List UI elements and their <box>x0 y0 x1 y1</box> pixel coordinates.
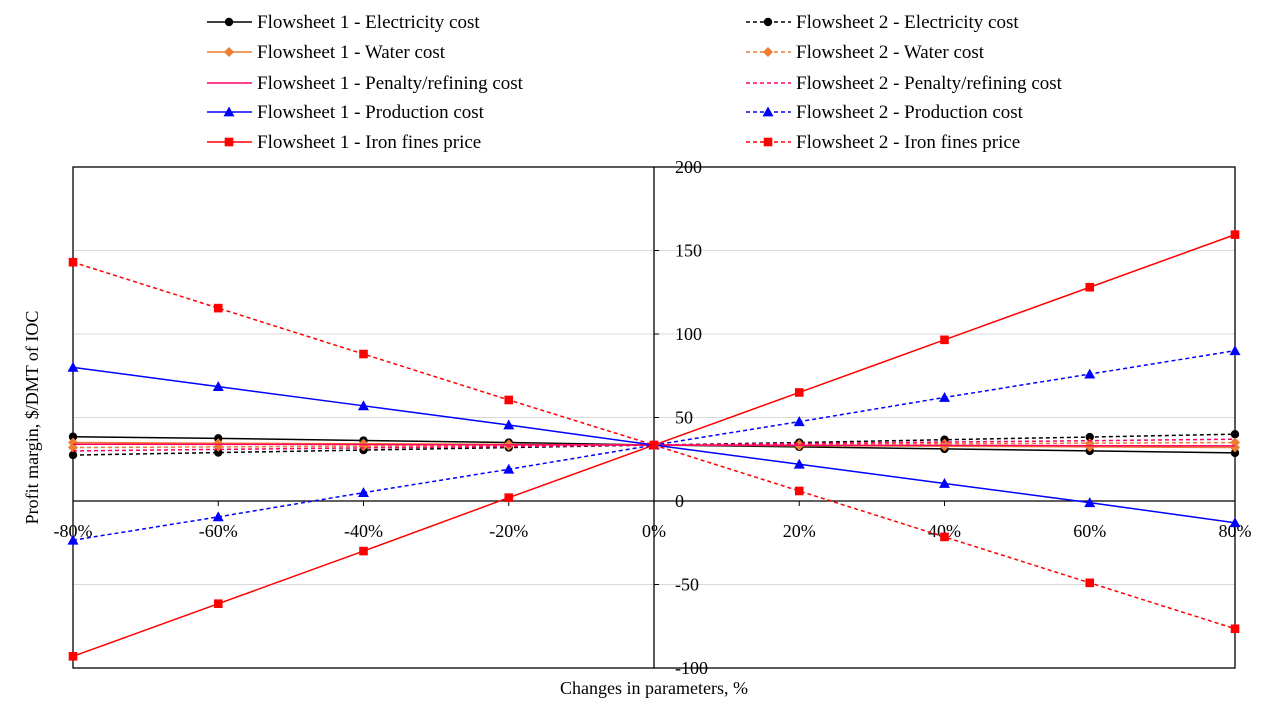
data-point-9-2 <box>359 349 368 359</box>
data-point-6-8 <box>1229 517 1241 528</box>
data-point-7-6 <box>939 391 950 402</box>
legend-label-5: Flowsheet 2 - Penalty/refining cost <box>796 73 1063 94</box>
data-point-8-1 <box>213 599 223 609</box>
data-point-3-6 <box>939 438 950 449</box>
data-point-3-2 <box>358 441 369 452</box>
data-point-3-3 <box>503 440 514 451</box>
x-tick-label-6: 40% <box>928 521 961 541</box>
data-point-9-1 <box>213 303 223 313</box>
data-point-8-7 <box>1085 282 1095 292</box>
x-tick-label-4: 0% <box>642 521 666 541</box>
y-axis-label: Profit margin, $/DMT of IOC <box>22 311 42 525</box>
y-tick-label-1: -50 <box>675 575 699 595</box>
y-tick-label-2: 0 <box>675 491 684 511</box>
legend-swatch-marker-3 <box>763 47 773 57</box>
legend-item-2: Flowsheet 1 - Water cost <box>207 42 446 63</box>
data-point-7-8 <box>1229 345 1241 356</box>
data-point-6-6 <box>939 477 950 488</box>
data-point-8-2 <box>359 546 368 556</box>
data-point-3-8 <box>1230 437 1240 448</box>
data-point-6-2 <box>358 400 369 411</box>
data-point-1-1 <box>214 448 223 457</box>
data-point-9-3 <box>504 395 514 405</box>
legend-swatch-marker-7 <box>762 106 774 117</box>
legend-label-8: Flowsheet 1 - Iron fines price <box>257 132 481 153</box>
data-point-8-8 <box>1230 230 1240 239</box>
x-tick-label-7: 60% <box>1073 521 1106 541</box>
data-point-2-0 <box>68 437 78 448</box>
legend-item-8: Flowsheet 1 - Iron fines price <box>207 132 481 153</box>
legend-label-9: Flowsheet 2 - Iron fines price <box>796 132 1020 153</box>
x-tick-label-8: 80% <box>1219 521 1252 541</box>
data-point-8-3 <box>504 493 514 502</box>
legend-swatch-marker-8 <box>224 137 234 147</box>
legend-label-6: Flowsheet 1 - Production cost <box>257 102 485 123</box>
data-point-1-0 <box>68 450 78 460</box>
data-point-6-5 <box>793 458 805 469</box>
x-tick-label-0: -80% <box>54 521 93 541</box>
data-point-9-4 <box>649 440 659 450</box>
legend-item-5: Flowsheet 2 - Penalty/refining cost <box>746 73 1063 94</box>
data-point-8-5 <box>794 388 804 397</box>
legend-label-1: Flowsheet 2 - Electricity cost <box>796 12 1019 33</box>
legend-item-4: Flowsheet 1 - Penalty/refining cost <box>207 73 524 94</box>
legend-item-6: Flowsheet 1 - Production cost <box>207 102 485 123</box>
y-tick-label-5: 150 <box>675 241 702 261</box>
data-point-2-8 <box>1230 442 1240 453</box>
data-point-7-2 <box>358 487 369 498</box>
legend-swatch-marker-0 <box>224 17 234 27</box>
legend-item-1: Flowsheet 2 - Electricity cost <box>746 12 1019 33</box>
data-point-7-7 <box>1084 368 1096 379</box>
data-point-8-6 <box>940 335 949 345</box>
legend-label-3: Flowsheet 2 - Water cost <box>796 42 985 63</box>
axes: -100 -50 0 50 100 150 200 -80% -60% -40% -20% 0% 20%… <box>54 157 1252 678</box>
data-point-6-0 <box>67 361 79 372</box>
data-point-7-3 <box>503 463 515 474</box>
x-axis-label: Changes in parameters, % <box>560 678 748 698</box>
data-point-9-5 <box>794 486 804 496</box>
legend: Flowsheet 1 - Electricity cost Flowsheet … <box>207 12 1063 153</box>
data-point-3-5 <box>794 439 805 450</box>
legend-item-9: Flowsheet 2 - Iron fines price <box>746 132 1020 153</box>
series-9 <box>68 257 1240 634</box>
data-point-8-0 <box>68 652 78 661</box>
y-tick-label-3: 50 <box>675 408 693 428</box>
data-point-6-3 <box>503 419 515 430</box>
y-tick-label-6: 200 <box>675 157 702 177</box>
data-point-9-6 <box>940 532 949 542</box>
data-point-1-7 <box>1085 432 1094 442</box>
y-tick-label-4: 100 <box>675 324 702 344</box>
legend-swatch-marker-1 <box>763 17 773 27</box>
legend-label-7: Flowsheet 2 - Production cost <box>796 102 1024 123</box>
x-tick-label-3: -20% <box>489 521 528 541</box>
data-point-3-0 <box>68 442 78 453</box>
x-tick-label-1: -60% <box>199 521 238 541</box>
legend-item-3: Flowsheet 2 - Water cost <box>746 42 985 63</box>
data-point-9-7 <box>1085 578 1095 588</box>
data-point-6-7 <box>1084 497 1096 508</box>
legend-swatch-marker-6 <box>223 106 235 117</box>
data-point-7-5 <box>793 416 805 427</box>
data-point-6-1 <box>212 381 224 392</box>
legend-swatch-marker-2 <box>224 47 234 57</box>
data-point-9-0 <box>68 257 78 267</box>
legend-item-0: Flowsheet 1 - Electricity cost <box>207 12 480 33</box>
legend-label-4: Flowsheet 1 - Penalty/refining cost <box>257 73 524 94</box>
legend-label-2: Flowsheet 1 - Water cost <box>257 42 446 63</box>
legend-label-0: Flowsheet 1 - Electricity cost <box>257 12 480 33</box>
x-tick-label-5: 20% <box>783 521 816 541</box>
y-tick-label-0: -100 <box>675 658 708 678</box>
legend-item-7: Flowsheet 2 - Production cost <box>746 102 1024 123</box>
data-point-0-8 <box>1230 448 1240 458</box>
series-group <box>67 230 1241 661</box>
data-point-1-8 <box>1230 430 1240 439</box>
x-tick-label-2: -40% <box>344 521 383 541</box>
legend-swatch-marker-9 <box>763 137 773 147</box>
data-point-0-0 <box>68 432 78 441</box>
data-point-7-1 <box>212 511 224 522</box>
data-point-7-0 <box>67 534 79 545</box>
data-point-9-8 <box>1230 624 1240 634</box>
